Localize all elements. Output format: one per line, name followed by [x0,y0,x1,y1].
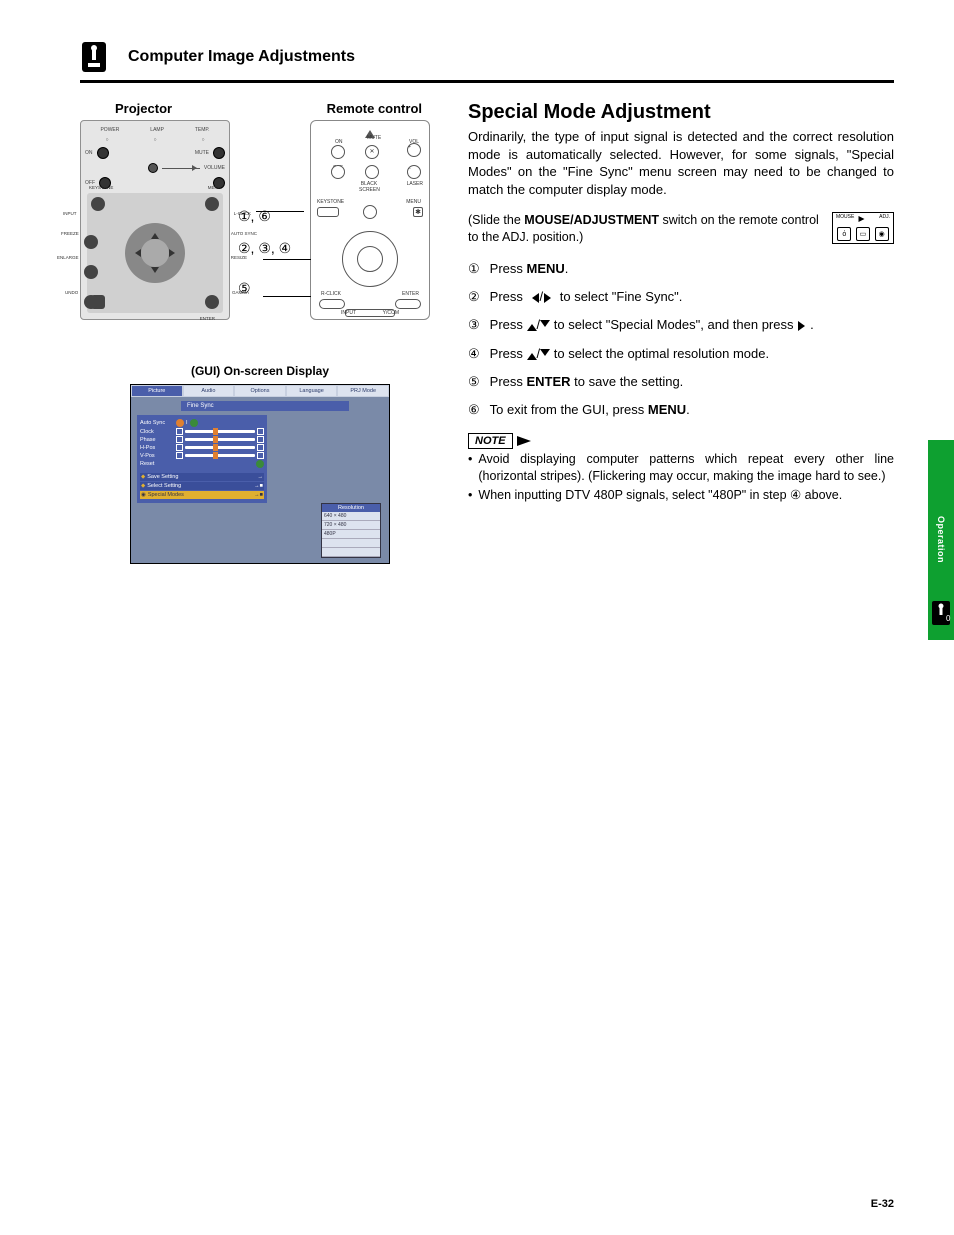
left-column: Projector Remote control POWER LAMP TEMP… [80,101,440,564]
intro-paragraph: Ordinarily, the type of input signal is … [468,128,894,198]
lbl-menu: MENU [208,185,221,190]
step-5: ⑤ Press ENTER to save the setting. [468,373,894,391]
gui-res-2: 480P [322,530,380,539]
gui-tab-language: Language [286,385,338,397]
gui-res-0: 640 × 480 [322,512,380,521]
lbl-lamp: LAMP [150,127,164,133]
callout-2: ②, ③, ④ [238,240,291,257]
side-tab-label: Operation [936,516,946,563]
gui-tab-options: Options [234,385,286,397]
lbl-enter: ENTER [200,316,215,321]
gui-clock: Clock [140,429,174,435]
slide-instruction: (Slide the MOUSE/ADJUSTMENT switch on th… [468,212,824,246]
gui-vpos: V-Pos [140,453,174,459]
rlbl-input: INPUT [341,310,356,316]
gui-tab-picture: Picture [131,385,183,397]
gui-reset: Reset [140,461,174,467]
gui-phase: Phase [140,437,174,443]
step-4: ④ Press / to select the optimal resoluti… [468,345,894,363]
step-2: ② Press / to select "Fine Sync". [468,288,894,306]
lbl-input: INPUT [63,211,77,216]
rlbl-rclick: R-CLICK [321,291,341,297]
rlbl-ycom: Y/COM [383,310,399,316]
lbl-keystone: KEYSTONE [89,185,113,190]
rlbl-black: BLACK SCREEN [359,181,379,193]
note-1: When inputting DTV 480P signals, select … [478,487,842,504]
gui-tab-audio: Audio [183,385,235,397]
callout-3: ⑤ [238,280,251,297]
gui-special: Special Modes [148,492,184,498]
gui-finesync: Fine Sync [181,401,349,411]
step-3: ③ Press / to select "Special Modes", and… [468,316,894,334]
lbl-volume: VOLUME [204,165,225,171]
right-column: Special Mode Adjustment Ordinarily, the … [468,101,894,564]
section-title: Special Mode Adjustment [468,101,894,124]
lbl-temp: TEMP. [195,127,210,133]
remote-label: Remote control [327,101,422,116]
projector-label: Projector [115,101,172,116]
gui-save: Save Setting [147,474,178,480]
page-title: Computer Image Adjustments [128,48,355,66]
side-tab-icon: 0 [931,600,951,626]
switch-diagram: MOUSE ADJ. ό▭◉ [832,212,894,244]
steps-list: ① Press MENU. ② Press / to select "Fine … [468,260,894,419]
gui-mock: Picture Audio Options Language PRJ Mode … [130,384,390,564]
step-6: ⑥ To exit from the GUI, press MENU. [468,401,894,419]
gui-heading: (GUI) On-screen Display [80,364,440,378]
svg-text:0: 0 [946,614,951,623]
rlbl-laser: LASER [407,181,423,187]
remote-diagram: ON VOL MUTE ✕ + OFF − BLACK SCREEN LASER… [310,120,430,320]
note-0: Avoid displaying computer patterns which… [478,451,894,485]
page-number: E-32 [871,1198,894,1210]
note-arrow-icon [517,436,536,446]
step-1: ① Press MENU. [468,260,894,278]
section-icon [80,40,108,74]
gui-resolution-panel: Resolution 640 × 480 720 × 480 480P [321,503,381,558]
rlbl-mute: MUTE [367,135,381,141]
gui-autosync: Auto Sync [140,420,174,426]
lbl-mute: MUTE [195,150,209,156]
switch-left-label: MOUSE [836,214,854,220]
note-list: Avoid displaying computer patterns which… [468,451,894,504]
note-label: NOTE [468,433,513,449]
switch-right-label: ADJ. [879,214,890,220]
rlbl-enter: ENTER [402,291,419,297]
lbl-enlarge: ENLARGE [57,255,79,260]
projector-diagram: POWER LAMP TEMP. ○○○ ONMUTE VOLUME OFF K… [80,120,230,320]
gui-res-1: 720 × 480 [322,521,380,530]
gui-hpos: H-Pos [140,445,174,451]
page-header: Computer Image Adjustments [80,40,894,83]
lbl-freeze: FREEZE [61,231,79,236]
callout-column: ①, ⑥ ②, ③, ④ ⑤ [238,120,302,320]
rlbl-keystone: KEYSTONE [317,199,344,205]
gui-tab-prj: PRJ Mode [337,385,389,397]
lbl-undo: UNDO [65,290,78,295]
lbl-power: POWER [100,127,119,133]
note-header: NOTE [468,433,894,449]
gui-res-hdr: Resolution [322,504,380,512]
lbl-on: ON [85,150,93,156]
gui-select: Select Setting [147,483,181,489]
rlbl-menu: MENU [406,199,421,205]
